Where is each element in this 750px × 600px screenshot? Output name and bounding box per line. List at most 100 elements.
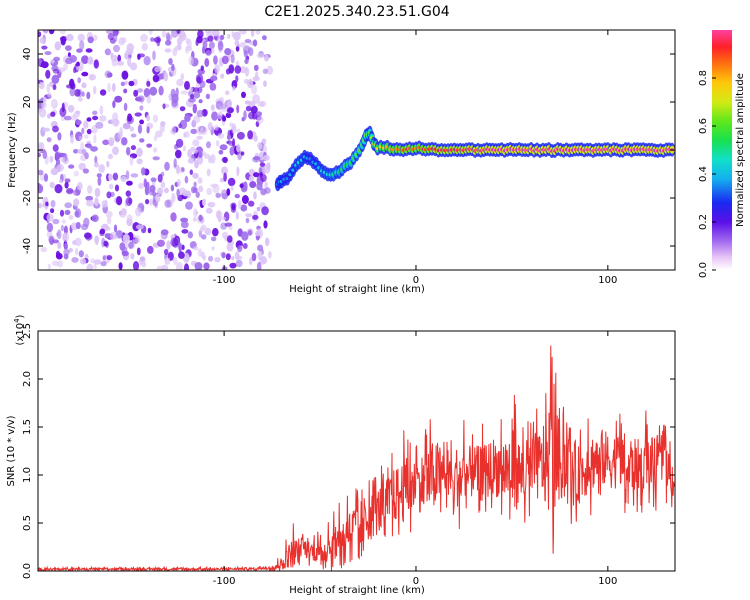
noise-blob — [42, 97, 47, 103]
noise-blob — [202, 40, 208, 50]
noise-blob — [92, 115, 99, 121]
noise-blob — [46, 137, 52, 143]
noise-blob — [41, 101, 47, 109]
noise-blob — [50, 168, 59, 176]
noise-blob — [130, 133, 137, 138]
snr-scale-factor: (x104) — [13, 314, 26, 345]
noise-blob — [181, 229, 189, 234]
noise-blob — [207, 201, 216, 208]
noise-blob — [256, 181, 263, 191]
noise-blob — [86, 117, 92, 122]
noise-blob — [122, 122, 131, 130]
noise-blob — [236, 131, 245, 140]
noise-blob — [177, 242, 182, 250]
noise-blob — [251, 111, 257, 120]
noise-blob — [255, 230, 261, 237]
noise-blob — [130, 253, 135, 260]
noise-blob — [73, 66, 77, 74]
noise-blob — [106, 216, 112, 225]
noise-blob — [112, 172, 119, 181]
noise-blob — [252, 94, 260, 104]
noise-blob — [68, 247, 74, 253]
noise-blob — [127, 57, 132, 67]
noise-blob — [237, 245, 243, 253]
noise-blob — [143, 56, 151, 66]
noise-blob — [121, 70, 129, 80]
noise-blob — [125, 196, 132, 207]
noise-blob — [64, 242, 68, 250]
noise-blob — [187, 157, 195, 164]
noise-blob — [211, 246, 215, 251]
noise-blob — [209, 82, 217, 91]
noise-blob — [226, 134, 232, 140]
noise-blob — [257, 142, 263, 150]
noise-blob — [256, 206, 261, 212]
noise-blob — [69, 87, 76, 97]
x-tick-label: 0 — [413, 576, 419, 587]
noise-blob — [92, 110, 98, 116]
noise-blob — [247, 130, 254, 140]
noise-blob — [52, 68, 60, 74]
noise-blob — [150, 177, 157, 182]
noise-blob — [181, 167, 185, 172]
noise-blob — [46, 83, 51, 93]
figure-title: C2E1.2025.340.23.51.G04 — [264, 4, 449, 20]
noise-blob — [57, 260, 63, 268]
noise-blob — [102, 139, 110, 146]
colorbar: 0.0 0.2 0.4 0.6 0.8 Normalized spectral ampl… — [698, 30, 746, 278]
noise-blob — [149, 185, 156, 193]
noise-blob — [103, 240, 108, 247]
noise-blob — [77, 148, 84, 154]
snr-y-axis-label: SNR (10 * v/v) — [6, 415, 17, 486]
noise-blob — [245, 213, 253, 218]
noise-blob — [194, 262, 203, 270]
noise-blob — [185, 37, 190, 45]
noise-blob — [242, 243, 248, 249]
noise-blob — [48, 30, 55, 35]
noise-blob — [55, 252, 63, 260]
noise-blob — [165, 39, 172, 46]
noise-blob — [211, 236, 217, 242]
noise-blob — [126, 146, 131, 156]
noise-blob — [203, 262, 210, 270]
noise-blob — [253, 156, 261, 161]
noise-blob — [94, 235, 100, 244]
noise-blob — [114, 119, 120, 126]
noise-blob — [206, 168, 211, 177]
noise-blob — [160, 121, 166, 127]
noise-blob — [250, 105, 258, 114]
noise-blob — [47, 263, 51, 270]
noise-blob — [130, 145, 136, 151]
noise-blob — [50, 111, 56, 117]
noise-blob — [252, 214, 259, 220]
noise-blob — [129, 62, 138, 71]
noise-blob — [205, 93, 210, 100]
noise-blob — [64, 178, 71, 183]
snr-x-axis: -100 0 100 — [213, 331, 617, 587]
noise-blob — [255, 111, 263, 117]
noise-blob — [226, 98, 233, 109]
noise-blob — [197, 68, 205, 75]
noise-blob — [59, 157, 66, 162]
noise-blob — [187, 231, 193, 239]
noise-blob — [227, 107, 234, 114]
noise-blob — [52, 218, 60, 225]
noise-blob — [156, 265, 165, 270]
noise-blob — [247, 229, 253, 236]
spectrogram-signal-track — [274, 125, 675, 192]
noise-blob — [52, 144, 59, 152]
noise-blob — [264, 187, 271, 194]
noise-blob — [74, 89, 81, 97]
noise-blob — [146, 143, 153, 148]
noise-blob — [202, 198, 206, 206]
noise-blob — [215, 210, 223, 220]
noise-blob — [234, 65, 242, 74]
spectrogram-x-axis-label: Height of straight line (km) — [289, 284, 425, 295]
noise-blob — [214, 64, 221, 74]
noise-blob — [81, 91, 85, 97]
noise-blob — [157, 187, 164, 195]
noise-blob — [51, 74, 60, 85]
noise-blob — [93, 85, 97, 95]
noise-blob — [130, 173, 139, 178]
